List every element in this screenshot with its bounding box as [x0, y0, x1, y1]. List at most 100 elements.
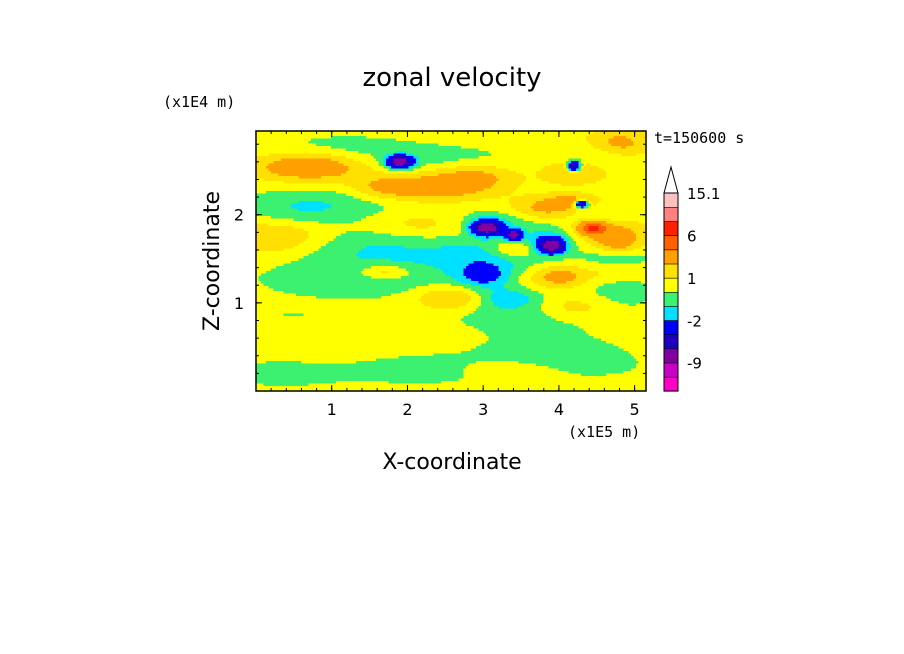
contour-cell [401, 168, 405, 172]
contour-cell [528, 206, 532, 210]
contour-cell [261, 141, 265, 145]
contour-cell [468, 196, 472, 200]
contour-cell [256, 156, 260, 160]
contour-cell [623, 161, 627, 165]
contour-cell [543, 206, 547, 210]
contour-cell [258, 156, 262, 160]
contour-cell [513, 176, 517, 180]
contour-cell [346, 148, 350, 152]
contour-cell [431, 203, 435, 207]
contour-cell [546, 173, 550, 177]
contour-cell [298, 173, 302, 177]
contour-cell [438, 178, 442, 182]
contour-cell [636, 196, 640, 200]
contour-cell [553, 158, 557, 162]
contour-cell [596, 203, 600, 207]
contour-cell [358, 186, 362, 190]
contour-cell [476, 158, 480, 162]
contour-cell [458, 191, 462, 195]
contour-cell [606, 143, 610, 147]
contour-cell [386, 166, 390, 170]
contour-cell [538, 178, 542, 182]
contour-cell [516, 173, 520, 177]
contour-cell [278, 141, 282, 145]
contour-cell [501, 158, 505, 162]
contour-cell [341, 193, 345, 197]
contour-cell [578, 141, 582, 145]
contour-cell [291, 153, 295, 157]
contour-cell [561, 203, 565, 207]
contour-cell [401, 143, 405, 147]
contour-cell [348, 171, 352, 175]
contour-cell [571, 138, 575, 142]
contour-cell [626, 196, 630, 200]
contour-cell [338, 141, 342, 145]
contour-cell [391, 193, 395, 197]
contour-cell [631, 193, 635, 197]
contour-cell [346, 146, 350, 150]
contour-cell [593, 151, 597, 155]
contour-cell [643, 168, 646, 172]
contour-cell [643, 208, 646, 212]
contour-cell [531, 183, 535, 187]
contour-cell [306, 148, 310, 152]
contour-cell [428, 158, 432, 162]
contour-cell [436, 146, 440, 150]
contour-cell [391, 178, 395, 182]
contour-cell [453, 206, 457, 210]
contour-cell [563, 143, 567, 147]
contour-cell [263, 191, 267, 195]
contour-cell [563, 166, 567, 170]
contour-cell [308, 133, 312, 137]
contour-cell [351, 173, 355, 177]
contour-cell [606, 208, 610, 212]
contour-cell [513, 206, 517, 210]
contour-cell [638, 163, 642, 167]
contour-cell [628, 131, 632, 135]
contour-cell [578, 208, 582, 212]
contour-cell [316, 181, 320, 185]
contour-cell [406, 146, 410, 150]
contour-cell [643, 156, 646, 160]
contour-cell [278, 146, 282, 150]
contour-cell [266, 186, 270, 190]
contour-cell [543, 148, 547, 152]
contour-cell [506, 181, 510, 185]
contour-cell [396, 186, 400, 190]
contour-cell [258, 193, 262, 197]
contour-cell [388, 203, 392, 207]
contour-cell [488, 136, 492, 140]
contour-cell [316, 158, 320, 162]
contour-cell [533, 166, 537, 170]
contour-cell [571, 198, 575, 202]
contour-cell [421, 176, 425, 180]
contour-cell [403, 206, 407, 210]
contour-cell [483, 141, 487, 145]
contour-cell [623, 208, 627, 212]
contour-cell [583, 201, 587, 205]
contour-cell [401, 148, 405, 152]
contour-cell [568, 136, 572, 140]
contour-cell [596, 183, 600, 187]
contour-cell [591, 201, 595, 205]
contour-cell [473, 146, 477, 150]
contour-cell [381, 143, 385, 147]
contour-cell [356, 136, 360, 140]
contour-cell [378, 188, 382, 192]
contour-cell [528, 201, 532, 205]
contour-cell [523, 168, 527, 172]
contour-cell [386, 141, 390, 145]
contour-cell [641, 191, 645, 195]
contour-cell [261, 153, 265, 157]
contour-cell [343, 193, 347, 197]
contour-cell [561, 183, 565, 187]
contour-cell [573, 196, 577, 200]
contour-cell [626, 203, 630, 207]
contour-cell [421, 183, 425, 187]
contour-cell [316, 143, 320, 147]
contour-cell [298, 161, 302, 165]
contour-cell [478, 181, 482, 185]
contour-cell [498, 141, 502, 145]
contour-cell [528, 146, 532, 150]
contour-cell [278, 181, 282, 185]
